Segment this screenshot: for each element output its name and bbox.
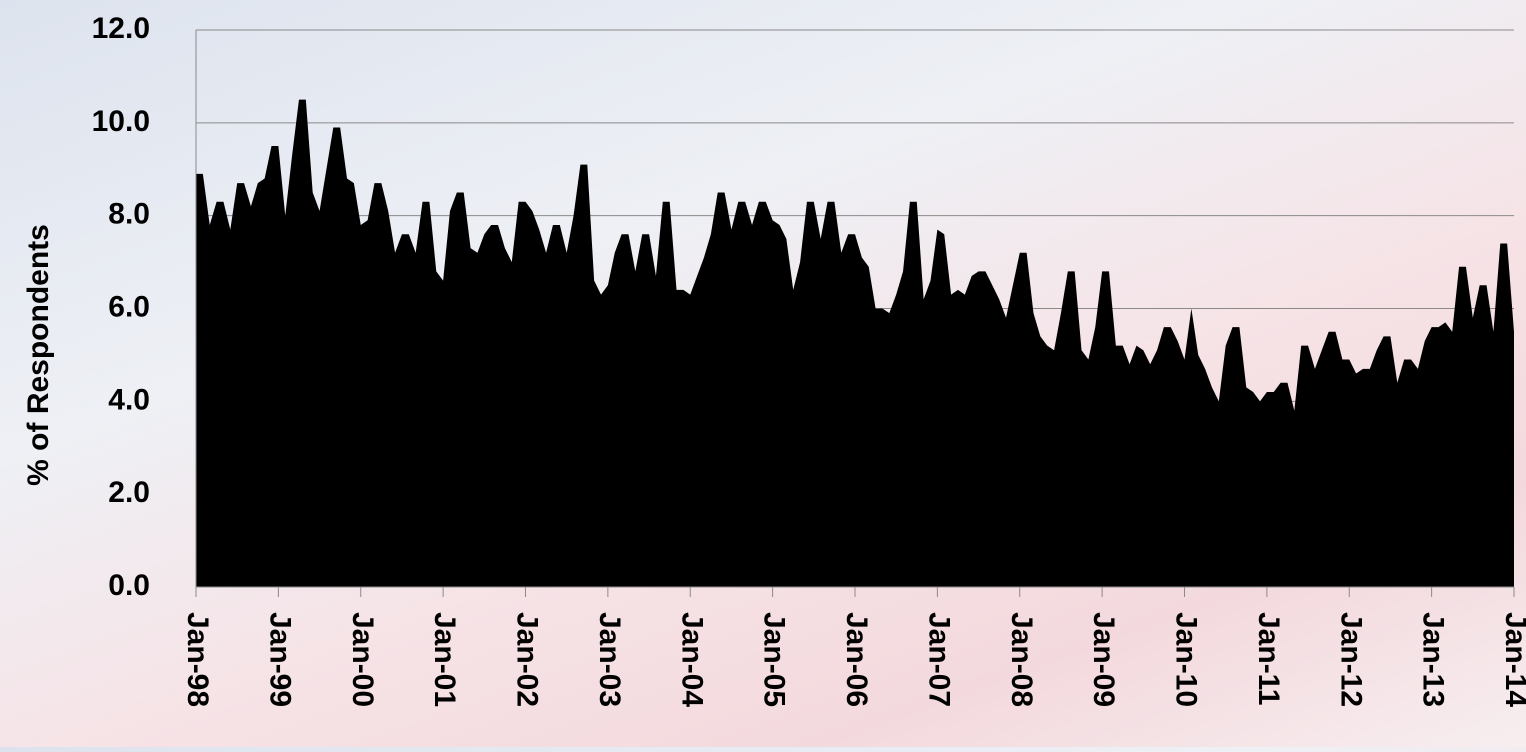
x-tick-label: Jan-02 xyxy=(511,612,544,707)
x-tick-label: Jan-14 xyxy=(1499,612,1526,707)
x-tick-label: Jan-07 xyxy=(922,612,955,707)
area xyxy=(196,99,1514,587)
y-tick-label: 0.0 xyxy=(108,569,150,602)
x-tick-label: Jan-11 xyxy=(1252,612,1285,705)
y-tick-label: 8.0 xyxy=(108,198,150,231)
x-tick-label: Jan-09 xyxy=(1087,612,1120,707)
x-tick-label: Jan-12 xyxy=(1334,612,1367,707)
y-tick-label: 10.0 xyxy=(92,105,150,138)
y-axis-label: % of Respondents xyxy=(22,224,55,486)
x-tick-label: Jan-98 xyxy=(181,612,214,707)
x-tick-label: Jan-05 xyxy=(758,612,791,707)
x-tick-label: Jan-00 xyxy=(346,612,379,707)
x-tick-label: Jan-13 xyxy=(1417,612,1450,707)
y-tick-label: 4.0 xyxy=(108,383,150,416)
x-tick-label: Jan-03 xyxy=(593,612,626,707)
x-tick-label: Jan-04 xyxy=(675,612,708,707)
y-tick-label: 6.0 xyxy=(108,290,150,323)
x-tick-label: Jan-01 xyxy=(428,612,461,707)
x-tick-label: Jan-10 xyxy=(1170,612,1203,707)
y-tick-label: 2.0 xyxy=(108,476,150,509)
x-tick-label: Jan-08 xyxy=(1005,612,1038,707)
x-tick-label: Jan-06 xyxy=(840,612,873,707)
y-tick-label: 12.0 xyxy=(92,12,150,45)
x-tick-label: Jan-99 xyxy=(263,612,296,707)
